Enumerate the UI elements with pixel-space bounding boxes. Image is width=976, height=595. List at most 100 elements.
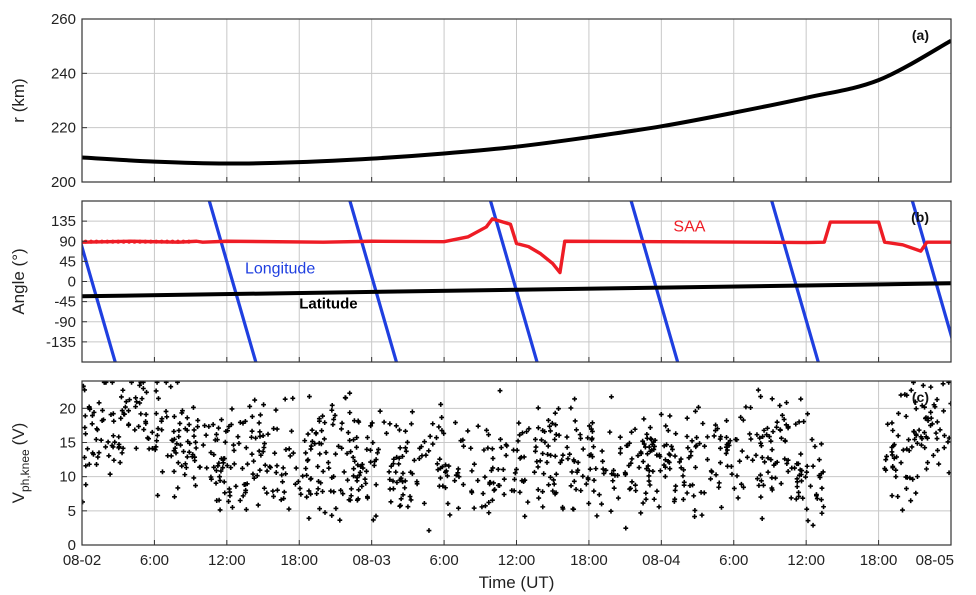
voltage-point [447, 512, 453, 518]
voltage-point [893, 474, 899, 480]
voltage-point [700, 421, 706, 426]
voltage-point [155, 492, 161, 498]
voltage-point [249, 434, 254, 440]
voltage-point [928, 409, 934, 415]
voltage-point [685, 445, 691, 451]
voltage-point [251, 458, 257, 464]
voltage-point [769, 447, 775, 453]
voltage-point [564, 444, 570, 450]
voltage-point [795, 461, 801, 467]
voltage-point [354, 475, 360, 480]
voltage-point [520, 430, 525, 436]
voltage-point [741, 484, 746, 490]
voltage-point [82, 413, 88, 419]
voltage-point [793, 421, 799, 427]
voltage-point [319, 428, 325, 434]
voltage-point [172, 494, 177, 500]
voltage-point [203, 432, 209, 438]
x-tick-label: 12:00 [787, 552, 825, 569]
panel-a-y-axis-label: r (km) [9, 78, 28, 122]
voltage-point [724, 434, 729, 440]
voltage-point [434, 435, 439, 441]
voltage-point [481, 447, 487, 453]
voltage-point [468, 445, 474, 451]
voltage-point [765, 455, 771, 461]
voltage-point [748, 405, 753, 411]
panel-a-grid [82, 19, 951, 182]
voltage-point [257, 467, 263, 473]
voltage-point [662, 474, 668, 479]
voltage-point [599, 448, 605, 454]
voltage-point [397, 427, 402, 433]
voltage-point [777, 427, 783, 433]
voltage-point [913, 433, 919, 438]
voltage-point [647, 448, 653, 454]
voltage-point [777, 403, 783, 408]
voltage-point [617, 434, 623, 440]
voltage-point [805, 518, 811, 524]
voltage-point [517, 432, 523, 438]
voltage-point [218, 468, 224, 474]
voltage-point [348, 493, 354, 499]
voltage-point [398, 503, 403, 508]
voltage-point [681, 482, 687, 488]
voltage-point [540, 451, 546, 456]
voltage-point [701, 490, 707, 496]
radius-line [82, 38, 951, 166]
voltage-point [202, 423, 208, 428]
saa-ripple [154, 239, 159, 244]
voltage-point [306, 515, 312, 521]
longitude-segment [910, 201, 951, 341]
voltage-point [445, 501, 451, 506]
x-tick-label: 12:00 [208, 552, 246, 569]
panel-c-y-axis-label: Vph,knee (V) [9, 423, 32, 504]
voltage-point [882, 466, 888, 471]
voltage-point [384, 430, 389, 436]
voltage-point [628, 460, 634, 466]
voltage-point [388, 463, 394, 469]
voltage-point [922, 430, 927, 435]
voltage-point [541, 471, 547, 477]
voltage-point [794, 476, 800, 482]
voltage-point [235, 434, 241, 440]
voltage-point [191, 405, 196, 410]
voltage-point [517, 455, 523, 461]
voltage-point [244, 481, 250, 487]
voltage-point [110, 433, 116, 439]
voltage-point [181, 449, 186, 454]
voltage-point [744, 454, 750, 460]
voltage-point [490, 497, 495, 503]
voltage-point [913, 406, 919, 412]
y-tick-label: 135 [51, 213, 76, 230]
panel-b-label: (b) [911, 209, 929, 225]
voltage-point [390, 461, 396, 467]
voltage-point [483, 503, 488, 509]
voltage-point [159, 416, 165, 422]
voltage-point [644, 466, 649, 472]
voltage-point [322, 420, 328, 426]
voltage-point [814, 496, 820, 501]
voltage-point [119, 394, 124, 400]
voltage-point [814, 492, 819, 497]
panel-a-y-ticks: 200 220 240 260 [51, 11, 952, 191]
voltage-point [724, 447, 730, 453]
voltage-point [243, 490, 248, 495]
voltage-point [936, 461, 942, 467]
voltage-point [387, 421, 393, 427]
voltage-point [919, 403, 925, 409]
voltage-point [253, 435, 259, 441]
y-tick-label: 260 [51, 11, 76, 28]
voltage-point [667, 466, 673, 472]
voltage-point [155, 433, 160, 438]
voltage-point [890, 428, 896, 433]
voltage-point [99, 418, 105, 423]
voltage-point [398, 496, 404, 502]
voltage-point [82, 383, 86, 389]
voltage-point [891, 455, 897, 461]
voltage-point [669, 444, 674, 449]
voltage-point [583, 481, 589, 487]
voltage-point [386, 469, 392, 475]
voltage-point [325, 460, 331, 465]
voltage-point [680, 497, 686, 502]
voltage-point [728, 464, 734, 469]
